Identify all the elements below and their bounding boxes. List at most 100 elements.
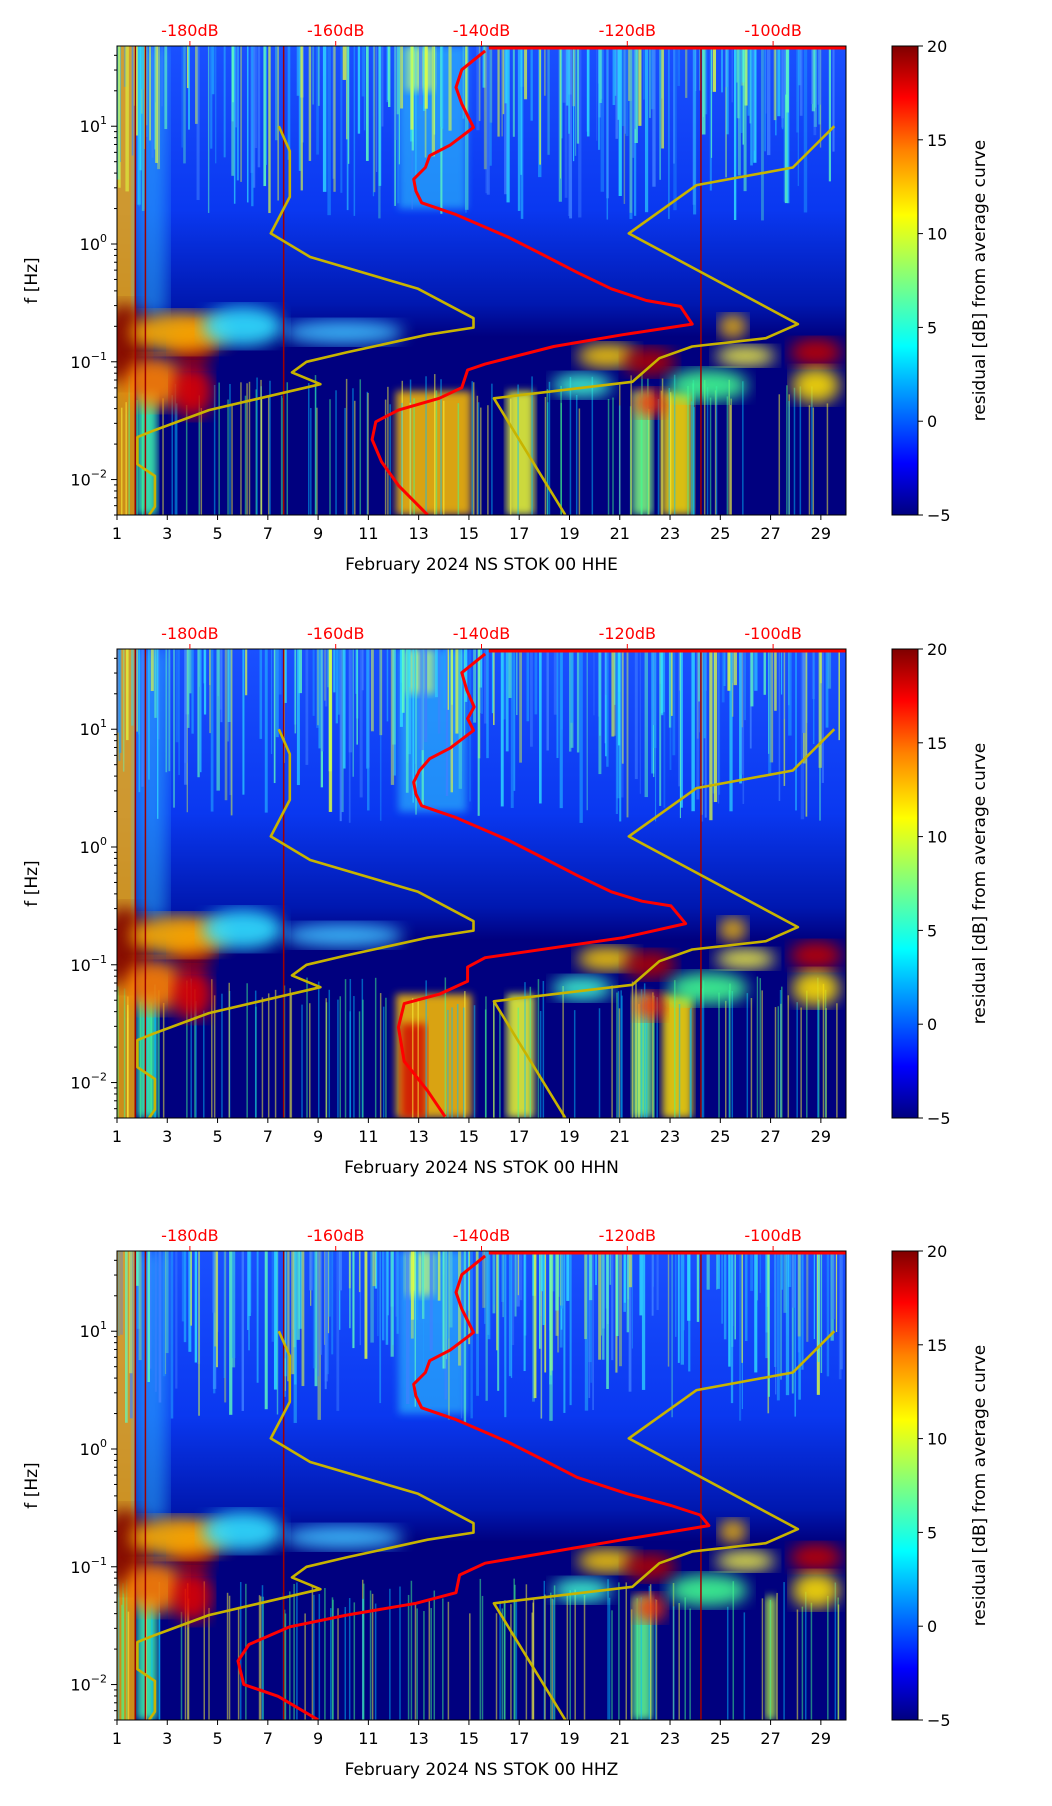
spectrogram-streak	[411, 1251, 415, 1320]
spectrogram-streak	[584, 1251, 587, 1340]
x-tick-label: 21	[610, 1729, 630, 1748]
spectrogram-streak	[440, 46, 443, 214]
y-tick-label: 101	[80, 114, 107, 136]
spectrogram-streak	[810, 1602, 813, 1720]
spectrogram-streak	[706, 1251, 710, 1290]
spectrogram-streak	[781, 649, 783, 695]
spectrogram-streak	[120, 46, 122, 163]
spectrogram-streak	[317, 649, 319, 726]
spectrogram-streak	[181, 1251, 185, 1322]
spectrogram-streak	[248, 381, 251, 515]
spectrogram-streak	[617, 649, 621, 746]
spectrogram-streak	[491, 383, 493, 515]
spectrogram-streak	[347, 46, 350, 164]
spectrogram-blob	[718, 314, 747, 339]
spectrogram-streak	[123, 988, 126, 1118]
spectrogram-streak	[422, 46, 426, 112]
spectrogram-streak	[763, 649, 766, 695]
spectrogram-streak	[814, 46, 817, 108]
spectrogram-streak	[493, 649, 495, 726]
spectrogram-streak	[510, 1251, 515, 1346]
spectrogram-streak	[826, 1251, 830, 1377]
spectrogram-streak	[447, 1601, 450, 1720]
spectrogram-streak	[578, 408, 581, 515]
colorbar-tick-label: −5	[927, 1109, 951, 1128]
spectrogram-streak	[725, 46, 727, 178]
spectrogram-streak	[812, 649, 815, 745]
y-tick-exponent: 1	[100, 114, 107, 127]
spectrogram-streak	[328, 989, 331, 1118]
spectrogram-streak	[336, 1251, 340, 1411]
spectrogram-streak	[333, 46, 336, 192]
spectrogram-streak	[800, 649, 805, 820]
spectrogram-streak	[269, 380, 271, 515]
spectrogram-streak	[784, 46, 788, 204]
spectrogram-streak	[330, 1608, 332, 1720]
spectrogram-streak	[372, 1251, 376, 1287]
x-tick-label: 5	[212, 1127, 222, 1146]
spectrogram-streak	[343, 649, 346, 769]
spectrogram-streak	[663, 649, 665, 713]
colorbar-label: residual [dB] from average curve	[970, 743, 990, 1024]
spectrogram-streak	[158, 1251, 162, 1403]
spectrogram-blob	[718, 1519, 747, 1544]
spectrogram-streak	[444, 977, 447, 1118]
spectrogram-streak	[640, 989, 643, 1118]
spectrogram-streak	[626, 1251, 630, 1333]
spectrogram-streak	[211, 979, 213, 1118]
spectrogram-streak	[624, 46, 627, 134]
spectrogram-streak	[588, 1251, 591, 1398]
spectrogram-streak	[551, 1598, 554, 1720]
spectrogram-streak	[570, 649, 574, 723]
spectrogram-streak	[162, 1002, 165, 1118]
spectrogram-streak	[233, 46, 236, 204]
spectrogram-streak	[145, 46, 148, 138]
x-tick-label: 19	[559, 1127, 579, 1146]
spectrogram-streak	[127, 1611, 130, 1720]
spectrogram-streak	[158, 990, 160, 1118]
spectrogram-streak	[353, 46, 356, 216]
spectrogram-streak	[421, 1251, 423, 1299]
spectrogram-streak	[329, 399, 331, 515]
spectrogram-streak	[186, 980, 188, 1118]
spectrogram-lowfreq-band	[137, 994, 158, 1118]
spectrogram-streak	[327, 649, 329, 688]
spectrogram-streak	[349, 1011, 351, 1118]
spectrogram-streak	[304, 1613, 306, 1720]
spectrogram-streak	[834, 1582, 837, 1720]
spectrogram-streak	[435, 390, 438, 515]
spectrogram-streak	[175, 649, 179, 743]
spectrogram-streak	[379, 649, 382, 821]
spectrogram-gap-line	[144, 46, 147, 515]
spectrogram-gap-line	[700, 1251, 702, 1720]
spectrogram-streak	[626, 649, 629, 818]
colorbar-tick-label: 20	[927, 1242, 947, 1261]
spectrogram-streak	[565, 46, 569, 106]
spectrogram-streak	[618, 46, 622, 197]
spectrogram-streak	[448, 1251, 450, 1420]
x-axis-label: February 2024 NS STOK 00 HHZ	[345, 1760, 619, 1780]
x-tick-label: 25	[710, 524, 730, 543]
spectrogram-streak	[761, 46, 764, 221]
spectrogram-streak	[568, 46, 570, 134]
spectrogram-streak	[742, 46, 744, 145]
spectrogram-streak	[539, 649, 542, 804]
spectrogram-streak	[510, 649, 514, 808]
spectrogram-streak	[399, 1586, 401, 1720]
spectrogram-streak	[838, 649, 840, 741]
spectrogram-streak	[531, 376, 533, 515]
spectrogram-streak	[534, 649, 538, 715]
spectrogram-streak	[591, 376, 594, 515]
spectrogram-streak	[733, 46, 737, 221]
spectrogram-streak	[194, 1251, 198, 1363]
spectrogram-streak	[246, 46, 249, 203]
spectrogram-image	[117, 1251, 846, 1720]
spectrogram-streak	[641, 373, 643, 515]
spectrogram-gap-line	[134, 46, 137, 515]
spectrogram-streak	[811, 386, 813, 515]
spectrogram-streak	[188, 1251, 192, 1352]
spectrogram-streak	[248, 1251, 252, 1317]
spectrogram-streak	[517, 1007, 520, 1118]
spectrogram-streak	[190, 1251, 192, 1326]
